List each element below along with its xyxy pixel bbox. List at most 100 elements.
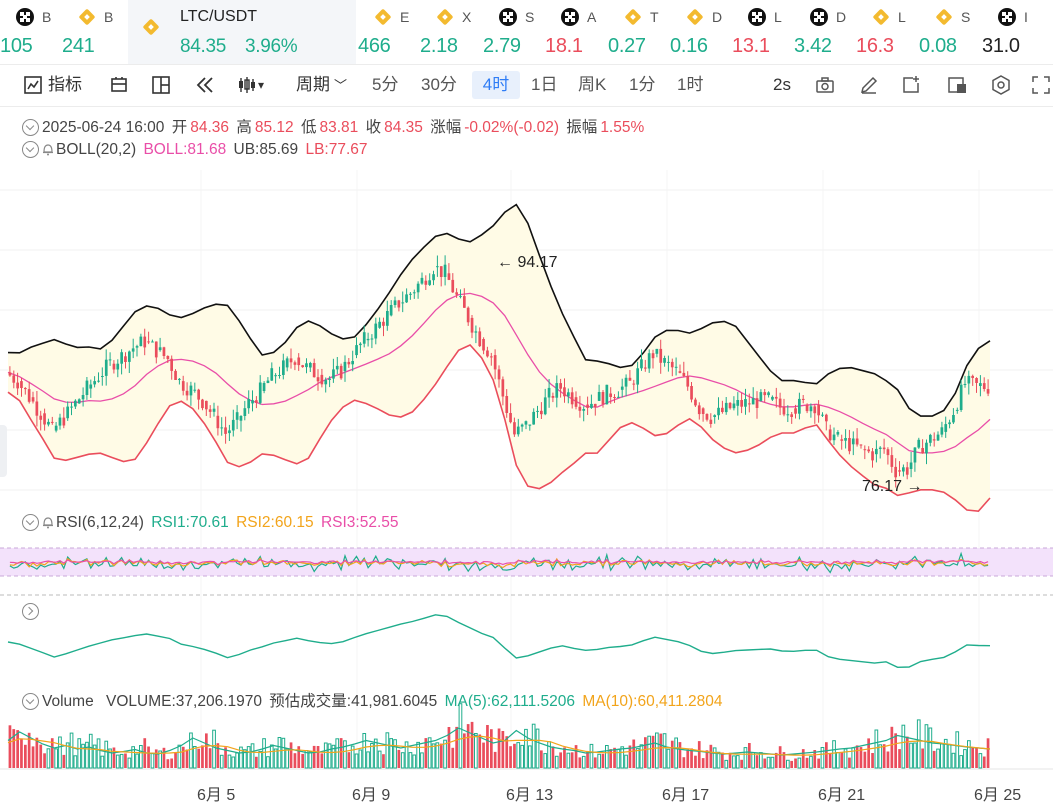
volume-bar: [490, 729, 493, 768]
candle-style-caret-icon[interactable]: ▾: [258, 78, 265, 92]
expand-toggle-icon[interactable]: [22, 603, 39, 620]
candle-body: [231, 419, 235, 431]
ticker-item[interactable]: B 241: [62, 0, 122, 64]
ticker-item[interactable]: T 0.27: [608, 0, 668, 64]
candle-body: [151, 341, 154, 343]
volume-bar: [828, 753, 832, 768]
candle-body: [555, 383, 559, 398]
volume-bar: [509, 746, 512, 768]
volume-bar: [913, 742, 917, 769]
volume-bar: [662, 733, 667, 769]
volume-bar: [581, 755, 586, 769]
bar-chart-type-icon[interactable]: [108, 74, 130, 96]
volume-bar: [947, 743, 952, 769]
volume-bar: [721, 752, 724, 768]
trend-line: [7, 614, 991, 669]
candle-body: [366, 338, 370, 341]
collapse-toggle-icon[interactable]: [22, 514, 39, 531]
candle-body: [659, 348, 663, 363]
x-tick-label: 6月 5: [197, 787, 236, 804]
volume-bar: [632, 739, 636, 768]
volume-bar: [982, 756, 986, 768]
pencil-icon[interactable]: [858, 74, 880, 96]
interval-4h[interactable]: 4时: [472, 71, 520, 99]
binance-icon: [624, 8, 642, 26]
indicator-chart-icon[interactable]: [22, 74, 44, 96]
volume-bar: [613, 747, 616, 768]
volume-bar: [574, 745, 578, 768]
volume-bar: [382, 754, 385, 768]
candle-body: [925, 442, 928, 454]
candle-body: [455, 292, 458, 295]
amp-value: 1.55%: [600, 119, 645, 136]
interval-5m[interactable]: 5分: [372, 75, 399, 94]
ticker-item[interactable]: E 466: [358, 0, 418, 64]
candle-body: [66, 406, 69, 419]
candle-body: [439, 266, 443, 277]
candle-body: [436, 266, 439, 268]
volume-bar: [751, 752, 755, 769]
ticker-item[interactable]: D 0.16: [670, 0, 730, 64]
ticker-item[interactable]: X 2.18: [420, 0, 480, 64]
indicators-button[interactable]: 指标: [48, 75, 82, 94]
volume-bar: [763, 758, 767, 768]
ticker-item[interactable]: LTC/USDT 84.35 3.96%: [128, 0, 356, 64]
period-dropdown[interactable]: 周期 ﹀: [296, 71, 347, 99]
candle-body: [867, 449, 870, 452]
candle-body: [986, 389, 990, 394]
volume-bar: [670, 740, 674, 768]
volume-bar: [427, 737, 432, 769]
refresh-rate-button[interactable]: 2s: [773, 75, 791, 94]
candle-body: [647, 353, 651, 369]
candle-body: [351, 361, 354, 365]
settings-icon[interactable]: [990, 74, 1012, 96]
collapse-toggle-icon[interactable]: [22, 119, 39, 136]
camera-icon[interactable]: [814, 74, 836, 96]
ticker-item[interactable]: S 2.79: [483, 0, 543, 64]
ticker-item[interactable]: A 18.1: [545, 0, 605, 64]
interval-1m[interactable]: 1分: [629, 75, 656, 94]
fullscreen-icon[interactable]: [1030, 74, 1052, 96]
candle-body: [717, 407, 720, 416]
ticker-item[interactable]: L 13.1: [732, 0, 792, 64]
side-panel-handle[interactable]: [0, 425, 7, 477]
rewind-icon[interactable]: [194, 74, 216, 96]
candle-body: [193, 389, 197, 391]
volume-bar: [743, 747, 748, 769]
volume-bar: [774, 752, 778, 768]
bell-icon[interactable]: [42, 142, 54, 156]
candle-body: [343, 361, 347, 372]
candle-body: [617, 396, 620, 398]
volume-bar: [208, 748, 212, 768]
candle-body: [255, 400, 258, 403]
interval-30m[interactable]: 30分: [421, 75, 457, 94]
volume-bar: [940, 743, 944, 769]
volume-bar: [65, 742, 70, 769]
candle-style-icon[interactable]: [236, 74, 258, 96]
interval-1w[interactable]: 周K: [578, 75, 607, 94]
interval-1h[interactable]: 1时: [677, 75, 704, 94]
collapse-toggle-icon[interactable]: [22, 141, 39, 158]
candle-body: [967, 375, 971, 384]
collapse-toggle-icon[interactable]: [22, 693, 39, 710]
ticker-item[interactable]: D 3.42: [794, 0, 854, 64]
template-icon[interactable]: [946, 74, 968, 96]
candle-body: [62, 417, 66, 426]
add-chart-icon[interactable]: [900, 74, 922, 96]
ticker-item[interactable]: B 105: [0, 0, 60, 64]
ticker-item[interactable]: I 31.0: [982, 0, 1042, 64]
volume-bar: [871, 753, 874, 768]
volume-bar: [855, 745, 859, 768]
layout-icon[interactable]: [150, 74, 172, 96]
volume-bar: [782, 752, 786, 768]
volume-bar: [551, 746, 555, 768]
volume-bar: [832, 740, 836, 769]
volume-bar: [694, 755, 697, 768]
interval-1d[interactable]: 1日: [531, 75, 558, 94]
candle-body: [412, 292, 416, 294]
ticker-item[interactable]: L 16.3: [856, 0, 916, 64]
bell-icon[interactable]: [42, 515, 54, 529]
ticker-item[interactable]: S 0.08: [919, 0, 979, 64]
volume-bar: [266, 756, 270, 769]
